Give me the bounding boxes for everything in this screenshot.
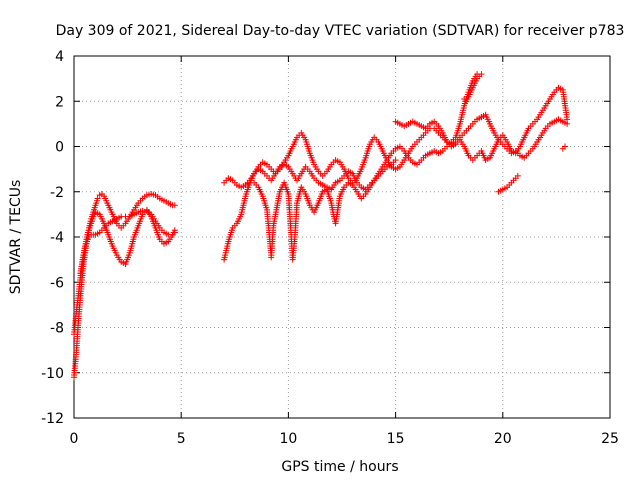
y-tick-label: 0: [55, 140, 64, 156]
y-tick-label: -2: [50, 185, 64, 201]
y-tick-label: 2: [55, 94, 64, 110]
series-arc3: [77, 208, 178, 277]
plus-markers: [461, 71, 485, 105]
plus-markers: [478, 111, 571, 161]
y-tick-label: -6: [50, 275, 64, 291]
x-tick-label: 15: [387, 431, 405, 447]
series-arc11: [559, 143, 568, 152]
plus-markers: [77, 208, 178, 277]
y-tick-label: -12: [41, 411, 64, 427]
x-tick-label: 20: [494, 431, 512, 447]
y-tick-label: 4: [55, 49, 64, 65]
x-tick-label: 0: [70, 431, 79, 447]
x-tick-label: 5: [177, 431, 186, 447]
x-axis-label: GPS time / hours: [281, 459, 398, 475]
data-marks: [71, 71, 571, 381]
y-tick-label: -10: [41, 366, 64, 382]
tick-labels: 0 5 10 15 20 25 -12 -10 -8 -6 -4 -2 0 2 4: [41, 49, 619, 447]
series-arc9: [461, 71, 485, 105]
series-arc8: [478, 111, 571, 161]
series-arc10: [495, 172, 521, 195]
plus-markers: [559, 143, 568, 152]
x-tick-label: 25: [601, 431, 619, 447]
plus-markers: [242, 157, 399, 263]
series-arc6: [242, 157, 399, 263]
y-tick-label: -4: [50, 230, 64, 246]
y-axis-label: SDTVAR / TECUs: [8, 180, 24, 295]
series-arc7: [392, 84, 571, 164]
y-tick-label: -8: [50, 321, 64, 337]
x-tick-label: 10: [279, 431, 297, 447]
plus-markers: [495, 172, 521, 195]
plus-markers: [392, 84, 571, 164]
chart-title: Day 309 of 2021, Sidereal Day-to-day VTE…: [56, 23, 625, 39]
